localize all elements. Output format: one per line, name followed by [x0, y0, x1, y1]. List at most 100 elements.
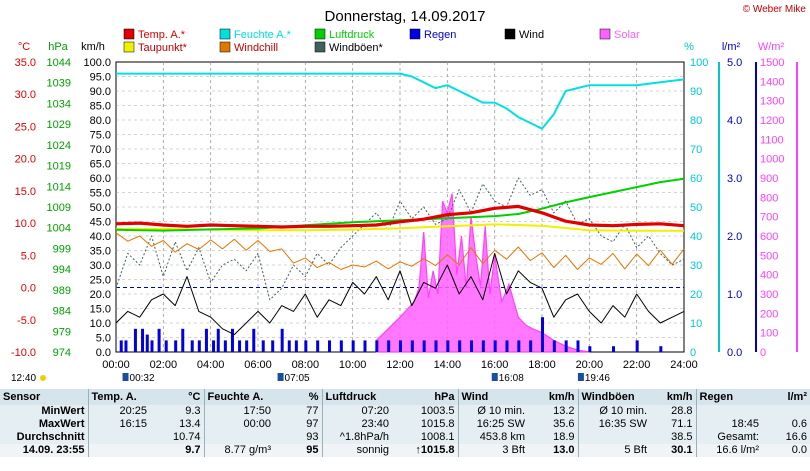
- rain-bar: [552, 340, 556, 352]
- legend-label: Luftdruck: [329, 29, 375, 41]
- stats-cell: Sensor: [0, 389, 88, 405]
- tick-label-wind: 10.0: [90, 318, 111, 330]
- tick-label-hum: 30: [690, 260, 702, 272]
- stats-cell: 71.1: [650, 418, 696, 431]
- tick-label-press: 1009: [47, 202, 71, 214]
- legend-label: Windchill: [234, 42, 278, 54]
- x-tick-label: 10:00: [339, 359, 367, 371]
- tick-label-press: 994: [53, 264, 71, 276]
- tick-label-rain: 4.0: [727, 115, 742, 127]
- axis-unit-temp: °C: [18, 41, 30, 53]
- rain-bar: [612, 346, 615, 352]
- tick-label-wind: 40.0: [90, 231, 111, 243]
- legend-swatch: [123, 41, 135, 53]
- tick-label-press: 1004: [47, 223, 71, 235]
- stats-cell: ^1.8hPa/h: [321, 431, 392, 444]
- rain-bar: [190, 340, 194, 352]
- moon-icon: [491, 373, 498, 381]
- stats-cell: [87, 431, 150, 444]
- x-tick-label: 12:00: [386, 359, 414, 371]
- sun-icon: [40, 375, 46, 381]
- rain-bar: [316, 340, 320, 352]
- tick-label-hum: 90: [690, 86, 702, 98]
- rain-bar: [271, 340, 275, 352]
- weather-chart: Donnerstag, 14.09.2017 © Weber Mike Temp…: [11, 4, 807, 384]
- tick-label-temp: 0.0: [21, 283, 36, 295]
- sun-event-label: 00:32: [130, 373, 155, 384]
- tick-label-wind: 35.0: [90, 246, 111, 258]
- stats-cell: 16:35 SW: [577, 418, 650, 431]
- axis-unit-press: hPa: [48, 41, 68, 53]
- stats-cell: l/m²: [762, 389, 810, 405]
- moon-icon: [577, 373, 584, 381]
- rain-bar: [174, 340, 178, 352]
- tick-label-rain: 0.0: [727, 347, 742, 359]
- legend-label: Regen: [424, 29, 456, 41]
- stats-cell: 14.09. 23:55: [0, 444, 88, 457]
- rain-bar: [157, 328, 161, 352]
- tick-label-wind: 50.0: [90, 202, 111, 214]
- rain-bar: [339, 340, 343, 352]
- sun-event-label: 19:46: [585, 373, 610, 384]
- chart-title: Donnerstag, 14.09.2017: [325, 8, 486, 25]
- stats-cell: 9.7: [150, 444, 204, 457]
- rain-bar: [422, 340, 426, 352]
- rain-bar: [470, 340, 473, 352]
- axis-unit-solar: W/m²: [758, 41, 785, 53]
- tick-label-wind: 80.0: [90, 115, 111, 127]
- rain-bar: [564, 340, 568, 352]
- stats-row: Durchschnitt 10.74 93 ^1.8hPa/h 1008.1 453.8 …: [0, 431, 810, 444]
- rain-bar: [150, 340, 154, 352]
- stats-cell: Wind: [457, 389, 528, 405]
- tick-label-solar: 1400: [760, 76, 784, 88]
- stats-cell: km/h: [528, 389, 578, 405]
- stats-cell: 8.77 g/m³: [203, 444, 274, 457]
- stats-cell: 30.1: [650, 444, 696, 457]
- stats-cell: 18.9: [528, 431, 578, 444]
- stats-cell: 17:50: [203, 405, 274, 418]
- tick-label-solar: 1200: [760, 115, 784, 127]
- stats-cell: 35.6: [528, 418, 578, 431]
- legend-label: Windböen*: [329, 42, 384, 54]
- rain-bar: [252, 328, 256, 352]
- axis-unit-hum: %: [684, 41, 694, 53]
- stats-cell: [87, 444, 150, 457]
- tick-label-press: 984: [53, 306, 71, 318]
- tick-label-wind: 15.0: [90, 304, 111, 316]
- tick-label-solar: 300: [760, 289, 778, 301]
- rain-bar: [588, 346, 592, 352]
- stats-cell: 0.6: [762, 418, 810, 431]
- x-tick-label: 16:00: [481, 359, 509, 371]
- legend: Temp. A.* Feuchte A.* Luftdruck Regen Wind So…: [123, 28, 640, 54]
- series-line: [115, 252, 685, 336]
- stats-cell: [577, 431, 650, 444]
- rain-bar: [212, 340, 216, 352]
- stats-cell: 453.8 km: [457, 431, 528, 444]
- tick-label-temp: 5.0: [21, 250, 36, 262]
- rain-bar: [505, 340, 509, 352]
- series-line: [115, 232, 685, 270]
- rain-bar: [399, 340, 402, 352]
- rain-bar: [230, 328, 234, 352]
- stats-cell: °C: [150, 389, 204, 405]
- tick-label-hum: 0: [690, 347, 696, 359]
- tick-label-rain: 1.0: [727, 289, 742, 301]
- legend-swatch: [314, 41, 326, 53]
- series-line: [116, 72, 685, 130]
- tick-label-solar: 1500: [760, 57, 784, 69]
- tick-label-wind: 85.0: [90, 101, 111, 113]
- stats-cell: 23:40: [321, 418, 392, 431]
- rain-bar: [304, 340, 308, 352]
- stats-cell: 13.2: [528, 405, 578, 418]
- tick-label-rain: 5.0: [727, 57, 742, 69]
- stats-cell: 16.6: [762, 431, 810, 444]
- stats-cell: ↑1015.8: [392, 444, 458, 457]
- tick-label-solar: 600: [760, 231, 778, 243]
- tick-label-wind: 90.0: [90, 86, 111, 98]
- stats-cell: %: [274, 389, 322, 405]
- legend-label: Solar: [614, 29, 640, 41]
- tick-label-press: 999: [53, 243, 71, 255]
- rain-bar: [481, 340, 485, 352]
- stats-cell: [695, 405, 762, 418]
- tick-label-solar: 800: [760, 192, 778, 204]
